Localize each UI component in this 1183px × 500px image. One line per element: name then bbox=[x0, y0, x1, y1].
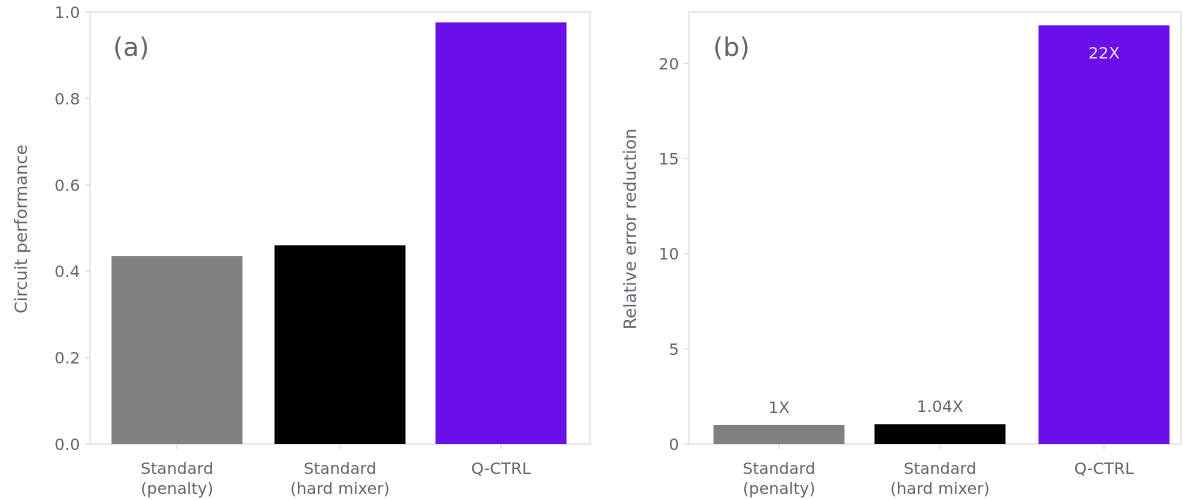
bar bbox=[874, 424, 1006, 444]
y-tick-label: 0.2 bbox=[55, 349, 80, 368]
x-ticks-b: Standard (penalty) Standard (hard mixer) Q-C… bbox=[743, 444, 1134, 498]
chart-panel-a: (a) Circuit performance 0.0 0.2 0.4 0.6 0.8 1… bbox=[12, 3, 591, 498]
y-tick-label: 1.0 bbox=[55, 3, 80, 22]
bar bbox=[1038, 25, 1170, 444]
y-axis-title-b: Relative error reduction bbox=[621, 128, 641, 329]
y-tick-label: 0.0 bbox=[55, 435, 80, 454]
bars-b bbox=[713, 25, 1170, 444]
bar bbox=[435, 22, 567, 444]
data-label: 1.04X bbox=[917, 397, 964, 416]
bar bbox=[111, 256, 243, 444]
panel-label-a: (a) bbox=[113, 33, 149, 63]
bar bbox=[713, 424, 845, 444]
x-tick-label: Standard (penalty) bbox=[743, 459, 816, 498]
x-tick-label: Standard (hard mixer) bbox=[890, 459, 989, 498]
y-tick-label: 0.4 bbox=[55, 262, 80, 281]
panel-label-b: (b) bbox=[713, 33, 750, 63]
data-labels-b: 1X 1.04X 22X bbox=[768, 43, 1119, 417]
bar bbox=[274, 245, 406, 444]
chart-panel-b: (b) Relative error reduction 0 5 10 15 20 St… bbox=[621, 11, 1182, 498]
y-tick-label: 5 bbox=[669, 340, 679, 359]
y-axis-title-a: Circuit performance bbox=[12, 145, 32, 314]
y-tick-label: 15 bbox=[659, 150, 679, 169]
x-tick-label: Q-CTRL bbox=[471, 459, 531, 478]
y-tick-label: 0.8 bbox=[55, 89, 80, 108]
x-tick-label: Standard (hard mixer) bbox=[290, 459, 389, 498]
data-label: 1X bbox=[768, 398, 789, 417]
y-tick-label: 20 bbox=[659, 54, 679, 73]
x-tick-label: Q-CTRL bbox=[1074, 459, 1134, 478]
data-label: 22X bbox=[1088, 43, 1119, 62]
x-tick-label: Standard (penalty) bbox=[141, 459, 214, 498]
y-tick-label: 10 bbox=[659, 245, 679, 264]
bars-a bbox=[111, 22, 567, 444]
x-ticks-a: Standard (penalty) Standard (hard mixer) Q-C… bbox=[141, 444, 531, 498]
y-tick-label: 0 bbox=[669, 435, 679, 454]
y-tick-label: 0.6 bbox=[55, 176, 80, 195]
y-ticks-b: 0 5 10 15 20 bbox=[659, 54, 689, 454]
y-ticks-a: 0.0 0.2 0.4 0.6 0.8 1.0 bbox=[55, 3, 90, 454]
